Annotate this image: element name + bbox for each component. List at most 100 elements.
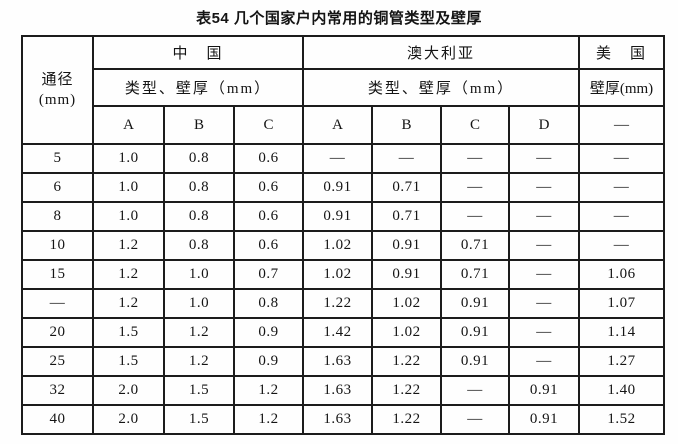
table-row: 25 1.5 1.2 0.9 1.63 1.22 0.91—1.27 [21, 346, 666, 377]
cell-thickness: 0.9 [233, 346, 304, 377]
cell-thickness: 1.27 [578, 346, 666, 377]
header-row-countries: 通径 (mm) 中 国 澳大利亚 美 国 [21, 35, 666, 145]
header-diameter: 通径 (mm) [21, 35, 94, 145]
table-row: 5 1.0 0.8 0.6— — — — — [21, 143, 666, 174]
cell-thickness: — [507, 172, 581, 203]
cell-thickness: — [507, 259, 581, 290]
page-title: 表54 几个国家户内常用的铜管类型及壁厚 [196, 10, 482, 27]
cell-thickness: 1.2 [92, 259, 165, 290]
copper-pipe-table: 通径 (mm) 中 国 澳大利亚 美 国 类型、壁厚（mm） 类型、壁厚（mm）… [21, 35, 666, 435]
cell-thickness: 1.02 [371, 317, 442, 348]
cell-diameter: 15 [21, 259, 94, 290]
cell-thickness: — [578, 201, 666, 232]
cell-thickness: 1.52 [578, 404, 666, 435]
cell-thickness: 1.22 [371, 375, 442, 406]
cell-thickness: 1.5 [163, 404, 235, 435]
cell-diameter: 10 [21, 230, 94, 261]
header-type-china-b: B [163, 105, 235, 145]
cell-thickness: 1.0 [92, 143, 165, 174]
cell-thickness: 0.91 [302, 172, 373, 203]
header-australia-subtitle: 类型、壁厚（mm） [301, 68, 581, 107]
cell-thickness: 0.6 [233, 230, 304, 261]
cell-thickness: 0.91 [440, 346, 510, 377]
cell-thickness: — [440, 404, 510, 435]
cell-thickness: 2.0 [92, 404, 165, 435]
cell-thickness: 0.71 [371, 201, 442, 232]
cell-thickness: 0.71 [371, 172, 442, 203]
header-row-types: A B C A B C D — [22, 105, 666, 145]
cell-thickness: 1.22 [302, 288, 373, 319]
cell-thickness: 0.91 [507, 375, 581, 406]
cell-thickness: 0.91 [440, 288, 510, 319]
cell-thickness: 1.14 [578, 317, 666, 348]
header-china: 中 国 [92, 35, 304, 70]
cell-thickness: 1.0 [92, 172, 165, 203]
cell-diameter: — [21, 288, 94, 319]
header-row-subtitles: 类型、壁厚（mm） 类型、壁厚（mm） 壁厚(mm) [22, 68, 666, 107]
table-row: 8 1.0 0.8 0.6 0.91 0.71— — — [21, 201, 666, 232]
cell-thickness: 0.7 [233, 259, 304, 290]
cell-thickness: 0.8 [163, 143, 235, 174]
table-row: —1.2 1.0 0.8 1.22 1.02 0.91—1.07 [21, 288, 666, 319]
header-type-australia-a: A [302, 105, 373, 145]
cell-diameter: 20 [21, 317, 94, 348]
cell-thickness: 0.91 [302, 201, 373, 232]
cell-thickness: — [371, 143, 442, 174]
header-type-usa-dash: — [578, 105, 666, 145]
cell-thickness: 0.9 [233, 317, 304, 348]
cell-diameter: 32 [21, 375, 94, 406]
cell-thickness: 1.06 [578, 259, 666, 290]
cell-thickness: 1.22 [371, 346, 442, 377]
cell-thickness: 1.0 [163, 259, 235, 290]
cell-thickness: 1.02 [302, 259, 373, 290]
cell-thickness: 1.2 [92, 230, 165, 261]
cell-thickness: 1.42 [302, 317, 373, 348]
cell-thickness: 1.5 [163, 375, 235, 406]
cell-thickness: 0.91 [371, 230, 442, 261]
cell-thickness: — [440, 172, 510, 203]
table-header: 通径 (mm) 中 国 澳大利亚 美 国 类型、壁厚（mm） 类型、壁厚（mm）… [21, 35, 666, 145]
header-type-australia-d: D [507, 105, 581, 145]
cell-thickness: 1.63 [302, 375, 373, 406]
cell-thickness: 1.22 [371, 404, 442, 435]
cell-thickness: 0.91 [371, 259, 442, 290]
table-row: 6 1.0 0.8 0.6 0.91 0.71— — — [21, 172, 666, 203]
cell-thickness: — [507, 230, 581, 261]
cell-diameter: 5 [21, 143, 94, 174]
table-row: 15 1.2 1.0 0.7 1.02 0.91 0.71—1.06 [21, 259, 666, 290]
cell-thickness: 1.0 [92, 201, 165, 232]
cell-thickness: — [440, 375, 510, 406]
cell-thickness: 0.71 [440, 230, 510, 261]
table-row: 40 2.0 1.5 1.2 1.63 1.22—0.91 1.52 [21, 404, 666, 435]
cell-thickness: — [302, 143, 373, 174]
cell-thickness: 1.2 [233, 375, 304, 406]
cell-thickness: — [507, 288, 581, 319]
table-row: 10 1.2 0.8 0.6 1.02 0.91 0.71— — [21, 230, 666, 261]
cell-thickness: — [507, 143, 581, 174]
cell-diameter: 6 [21, 172, 94, 203]
cell-thickness: — [507, 346, 581, 377]
header-australia: 澳大利亚 [301, 35, 581, 70]
cell-thickness: 0.91 [440, 317, 510, 348]
cell-thickness: 0.8 [163, 201, 235, 232]
table-row: 20 1.5 1.2 0.9 1.42 1.02 0.91—1.14 [21, 317, 666, 348]
cell-thickness: 1.2 [163, 346, 235, 377]
header-type-australia-c: C [440, 105, 510, 145]
cell-diameter: 40 [21, 404, 94, 435]
cell-thickness: 0.71 [440, 259, 510, 290]
header-type-australia-b: B [371, 105, 442, 145]
header-usa-subtitle: 壁厚(mm) [578, 68, 666, 107]
cell-thickness: 1.5 [92, 317, 165, 348]
cell-thickness: 1.0 [163, 288, 235, 319]
cell-thickness: 1.40 [578, 375, 666, 406]
cell-thickness: 1.2 [233, 404, 304, 435]
cell-thickness: 1.63 [302, 404, 373, 435]
cell-thickness: — [440, 201, 510, 232]
cell-thickness: — [578, 172, 666, 203]
header-china-subtitle: 类型、壁厚（mm） [92, 68, 304, 107]
header-diameter-unit: (mm) [38, 92, 77, 108]
header-diameter-label: 通径 [41, 71, 74, 88]
cell-thickness: 1.02 [371, 288, 442, 319]
cell-diameter: 25 [21, 346, 94, 377]
